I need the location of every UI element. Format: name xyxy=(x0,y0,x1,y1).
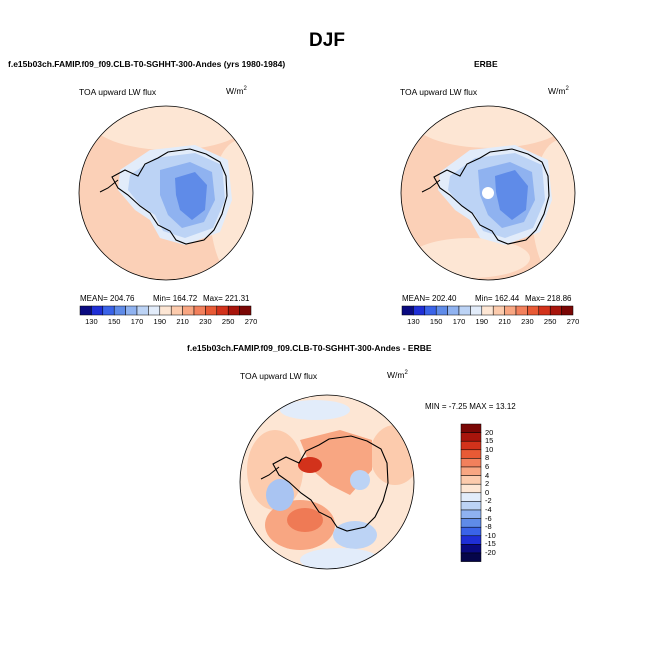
obs-colorbar-tick-label: 210 xyxy=(498,317,511,326)
model-map-border xyxy=(78,105,254,281)
model-colorbar-tick-label: 150 xyxy=(107,317,121,326)
diff-colorbar-tick-label: -6 xyxy=(485,513,492,523)
diff-colorbar-swatch xyxy=(460,432,482,442)
diff-colorbar-swatch xyxy=(460,423,482,433)
diff-colorbar-swatch xyxy=(460,449,482,459)
diff-peninsula-coastline xyxy=(260,466,280,480)
model-antarctica-coastline xyxy=(111,148,228,245)
diff-hot-spot xyxy=(298,457,322,473)
diff-colorbar-tick-label: -10 xyxy=(485,530,496,540)
obs-min-stat: Min= 162.44 xyxy=(475,294,520,303)
diff-units-label: W/m2 xyxy=(387,370,408,380)
obs-colorbar-swatch xyxy=(561,305,574,316)
diff-map-border xyxy=(239,394,415,570)
model-colorbar-tick-label: 130 xyxy=(85,317,98,326)
model-panel-title: f.e15b03ch.FAMIP.f09_f09.CLB-T0-SGHHT-30… xyxy=(8,59,286,69)
diff-colorbar-tick-label: -20 xyxy=(485,548,496,557)
diff-colorbar-swatch xyxy=(460,440,482,451)
diff-cool-patch-west xyxy=(266,479,294,511)
obs-antarctica-coastline xyxy=(433,148,550,245)
model-max-stat: Max= 221.31 xyxy=(203,294,250,303)
diff-colorbar-tick-label: -4 xyxy=(485,505,492,514)
model-colorbar-tick-label: 250 xyxy=(221,317,235,326)
diff-colorbar-tick-label: -8 xyxy=(485,522,492,532)
diff-colorbar-tick-label: 15 xyxy=(485,436,494,446)
diff-colorbar-swatch xyxy=(460,475,482,485)
obs-pale-band-north xyxy=(410,106,570,148)
obs-colorbar-tick-label: 230 xyxy=(521,317,534,326)
diff-colorbar-tick-label: 2 xyxy=(485,479,490,489)
diff-cool-band-north xyxy=(280,400,350,420)
obs-panel-title: ERBE xyxy=(474,59,498,69)
model-variable-label: TOA upward LW flux xyxy=(79,87,157,97)
obs-colorbar-tick-label: 170 xyxy=(452,317,466,326)
model-plateau-deep xyxy=(175,172,207,220)
diff-colorbar-swatch xyxy=(460,526,482,537)
obs-map-border xyxy=(400,105,576,281)
diff-panel-title: f.e15b03ch.FAMIP.f09_f09.CLB-T0-SGHHT-30… xyxy=(187,343,432,353)
figure-title: DJF xyxy=(309,30,345,51)
diff-colorbar-tick-label: -15 xyxy=(485,539,496,549)
obs-colorbar-tick-label: 250 xyxy=(543,317,557,326)
diff-cool-patch-interior xyxy=(350,470,370,490)
diff-colorbar-tick-label: -2 xyxy=(485,496,492,506)
obs-colorbar-tick-label: 130 xyxy=(407,317,420,326)
model-colorbar-tick-label: 270 xyxy=(244,317,258,326)
diff-colorbar-tick-label: 20 xyxy=(485,427,494,437)
obs-units-label: W/m2 xyxy=(548,86,569,96)
obs-max-stat: Max= 218.86 xyxy=(525,294,572,303)
diff-colorbar-swatch xyxy=(460,466,482,476)
diff-colorbar-swatch xyxy=(460,544,482,554)
diff-colorbar-swatch xyxy=(460,535,482,545)
diff-warm-core-southwest xyxy=(287,508,323,532)
diff-colorbar-tick-label: 0 xyxy=(485,487,490,497)
diff-antarctica-coastline xyxy=(272,435,389,532)
diff-colorbar-swatch xyxy=(460,492,482,502)
obs-colorbar-tick-label: 270 xyxy=(566,317,580,326)
diff-colorbar-swatch xyxy=(460,518,482,528)
model-colorbar-tick-label: 230 xyxy=(199,317,212,326)
obs-variable-label: TOA upward LW flux xyxy=(400,87,478,97)
diff-colorbar-swatch xyxy=(460,483,482,494)
obs-peninsula-coastline xyxy=(421,179,441,193)
obs-colorbar-tick-label: 150 xyxy=(429,317,443,326)
diff-colorbar-tick-label: 8 xyxy=(485,453,490,463)
model-min-stat: Min= 164.72 xyxy=(153,294,198,303)
model-colorbar-tick-label: 210 xyxy=(176,317,189,326)
model-colorbar-tick-label: 170 xyxy=(130,317,144,326)
obs-mean-stat: MEAN= 202.40 xyxy=(402,294,457,303)
diff-minmax-stat: MIN = -7.25 MAX = 13.12 xyxy=(425,402,516,411)
obs-plateau-deep xyxy=(495,170,528,220)
model-colorbar-swatch xyxy=(239,305,252,316)
model-units-label: W/m2 xyxy=(226,86,247,96)
diff-colorbar-tick-label: 4 xyxy=(485,470,490,480)
diff-colorbar-swatch xyxy=(460,458,482,468)
diff-cool-patch-south xyxy=(333,521,377,549)
diff-colorbar-tick-label: 6 xyxy=(485,462,490,471)
diff-colorbar-swatch xyxy=(460,552,482,562)
diff-variable-label: TOA upward LW flux xyxy=(240,371,318,381)
model-mean-stat: MEAN= 204.76 xyxy=(80,294,135,303)
obs-pole-hole xyxy=(482,187,494,199)
model-peninsula-coastline xyxy=(99,179,119,193)
diff-colorbar-swatch xyxy=(460,509,482,519)
diff-colorbar-swatch xyxy=(460,501,482,511)
model-colorbar-tick-label: 190 xyxy=(153,317,167,326)
diff-colorbar-tick-label: 10 xyxy=(485,444,494,454)
model-pale-band-north xyxy=(90,106,250,150)
obs-colorbar-tick-label: 190 xyxy=(475,317,489,326)
